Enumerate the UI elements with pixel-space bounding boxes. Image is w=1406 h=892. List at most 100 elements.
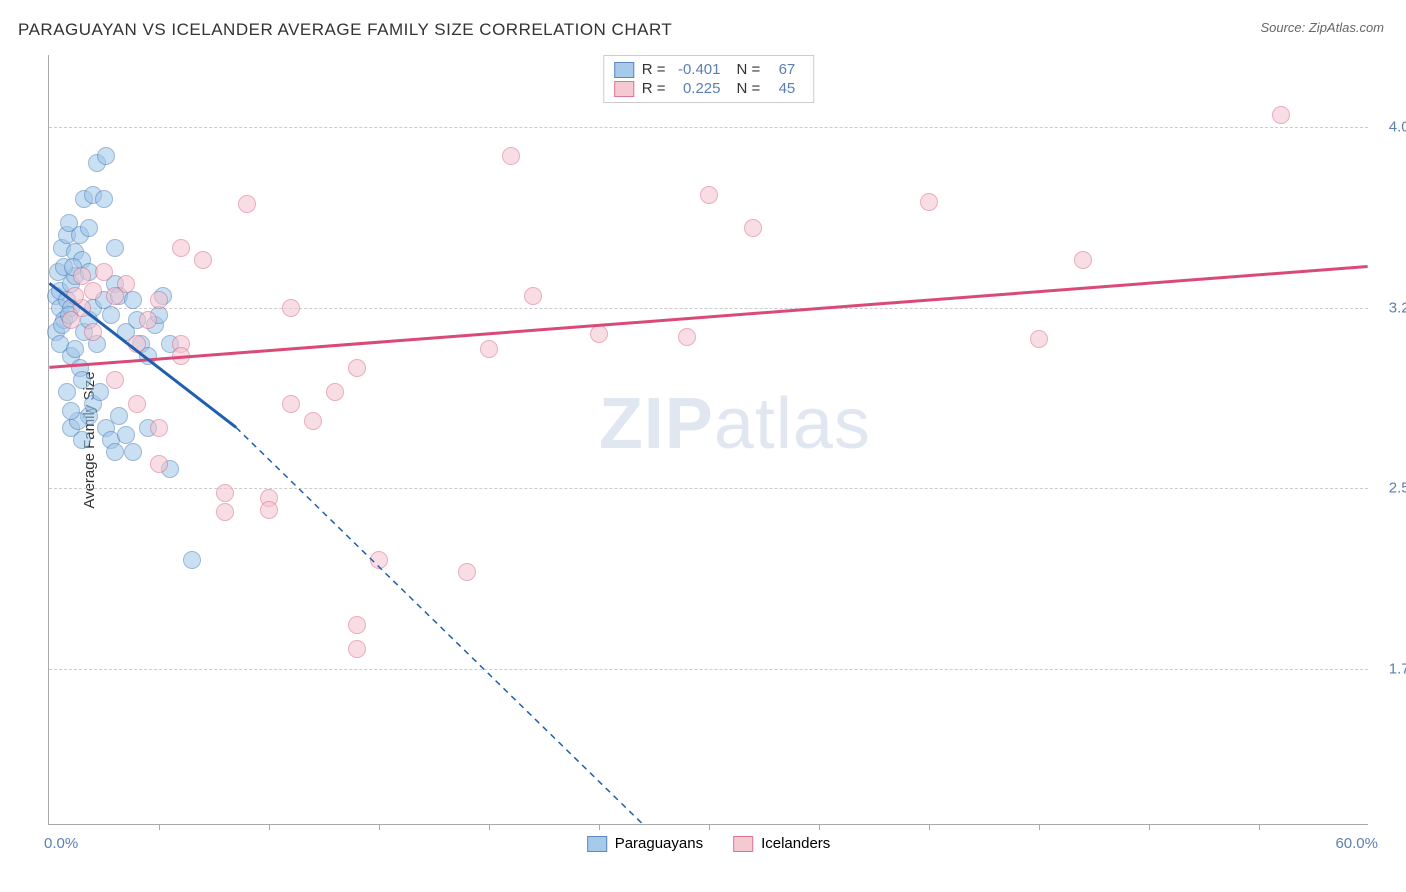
stats-legend-row-1: R = -0.401 N = 67	[614, 60, 804, 79]
n-label: N =	[737, 61, 761, 78]
scatter-point	[194, 251, 212, 269]
scatter-point	[106, 443, 124, 461]
scatter-point	[502, 147, 520, 165]
x-tick-mark	[599, 824, 600, 830]
x-tick-mark	[929, 824, 930, 830]
scatter-point	[216, 503, 234, 521]
scatter-point	[95, 263, 113, 281]
y-tick-label: 3.25	[1389, 299, 1406, 316]
scatter-point	[60, 214, 78, 232]
x-tick-mark	[1039, 824, 1040, 830]
scatter-point	[102, 306, 120, 324]
stats-legend: R = -0.401 N = 67 R = 0.225 N = 45	[603, 55, 815, 103]
series-legend: Paraguayans Icelanders	[587, 835, 831, 852]
scatter-point	[84, 282, 102, 300]
scatter-point	[282, 395, 300, 413]
scatter-point	[700, 186, 718, 204]
watermark: ZIPatlas	[599, 383, 871, 465]
r-label-2: R =	[642, 80, 666, 97]
gridline	[49, 669, 1368, 670]
scatter-point	[370, 551, 388, 569]
gridline	[49, 488, 1368, 489]
legend-swatch-paraguayans	[614, 62, 634, 78]
scatter-point	[95, 190, 113, 208]
scatter-point	[238, 195, 256, 213]
legend-swatch-bottom-1	[587, 836, 607, 852]
gridline	[49, 127, 1368, 128]
legend-label-2: Icelanders	[761, 835, 830, 852]
scatter-point	[480, 340, 498, 358]
scatter-point	[150, 419, 168, 437]
scatter-point	[282, 299, 300, 317]
scatter-point	[590, 325, 608, 343]
scatter-point	[744, 219, 762, 237]
scatter-point	[348, 616, 366, 634]
y-tick-label: 1.75	[1389, 660, 1406, 677]
scatter-point	[97, 147, 115, 165]
scatter-point	[58, 383, 76, 401]
scatter-point	[348, 640, 366, 658]
x-tick-mark	[709, 824, 710, 830]
n-value-2: 45	[770, 80, 795, 97]
stats-legend-row-2: R = 0.225 N = 45	[614, 79, 804, 98]
scatter-point	[678, 328, 696, 346]
watermark-atlas: atlas	[714, 384, 871, 464]
x-tick-mark	[1259, 824, 1260, 830]
scatter-point	[62, 402, 80, 420]
scatter-point	[73, 431, 91, 449]
n-value-1: 67	[770, 61, 795, 78]
scatter-point	[124, 291, 142, 309]
scatter-point	[66, 340, 84, 358]
scatter-point	[73, 371, 91, 389]
scatter-point	[216, 484, 234, 502]
legend-item-paraguayans: Paraguayans	[587, 835, 703, 852]
legend-swatch-bottom-2	[733, 836, 753, 852]
scatter-point	[150, 455, 168, 473]
x-axis-min-label: 0.0%	[44, 835, 78, 852]
scatter-point	[172, 239, 190, 257]
r-label: R =	[642, 61, 666, 78]
scatter-point	[150, 291, 168, 309]
scatter-point	[110, 407, 128, 425]
scatter-point	[124, 443, 142, 461]
y-tick-label: 2.50	[1389, 480, 1406, 497]
scatter-point	[80, 219, 98, 237]
scatter-point	[524, 287, 542, 305]
scatter-point	[84, 323, 102, 341]
scatter-point	[348, 359, 366, 377]
gridline	[49, 308, 1368, 309]
scatter-point	[91, 383, 109, 401]
scatter-point	[106, 371, 124, 389]
x-axis-max-label: 60.0%	[1335, 835, 1378, 852]
scatter-point	[326, 383, 344, 401]
legend-swatch-icelanders	[614, 81, 634, 97]
trend-lines	[49, 55, 1368, 824]
scatter-point	[139, 311, 157, 329]
scatter-point	[304, 412, 322, 430]
scatter-point	[260, 501, 278, 519]
x-tick-mark	[159, 824, 160, 830]
scatter-point	[920, 193, 938, 211]
scatter-point	[117, 426, 135, 444]
scatter-point	[106, 239, 124, 257]
r-value-2: 0.225	[676, 80, 721, 97]
scatter-point	[172, 347, 190, 365]
legend-item-icelanders: Icelanders	[733, 835, 830, 852]
n-label-2: N =	[737, 80, 761, 97]
scatter-point	[458, 563, 476, 581]
scatter-point	[1030, 330, 1048, 348]
r-value-1: -0.401	[676, 61, 721, 78]
legend-label-1: Paraguayans	[615, 835, 703, 852]
scatter-point	[106, 287, 124, 305]
x-tick-mark	[1149, 824, 1150, 830]
scatter-point	[1272, 106, 1290, 124]
y-tick-label: 4.00	[1389, 119, 1406, 136]
scatter-point	[62, 311, 80, 329]
x-tick-mark	[269, 824, 270, 830]
scatter-point	[183, 551, 201, 569]
plot-area: Average Family Size 1.752.503.254.00 0.0…	[48, 55, 1368, 825]
x-tick-mark	[379, 824, 380, 830]
watermark-zip: ZIP	[599, 384, 714, 464]
chart-title: PARAGUAYAN VS ICELANDER AVERAGE FAMILY S…	[18, 20, 672, 40]
x-tick-mark	[489, 824, 490, 830]
